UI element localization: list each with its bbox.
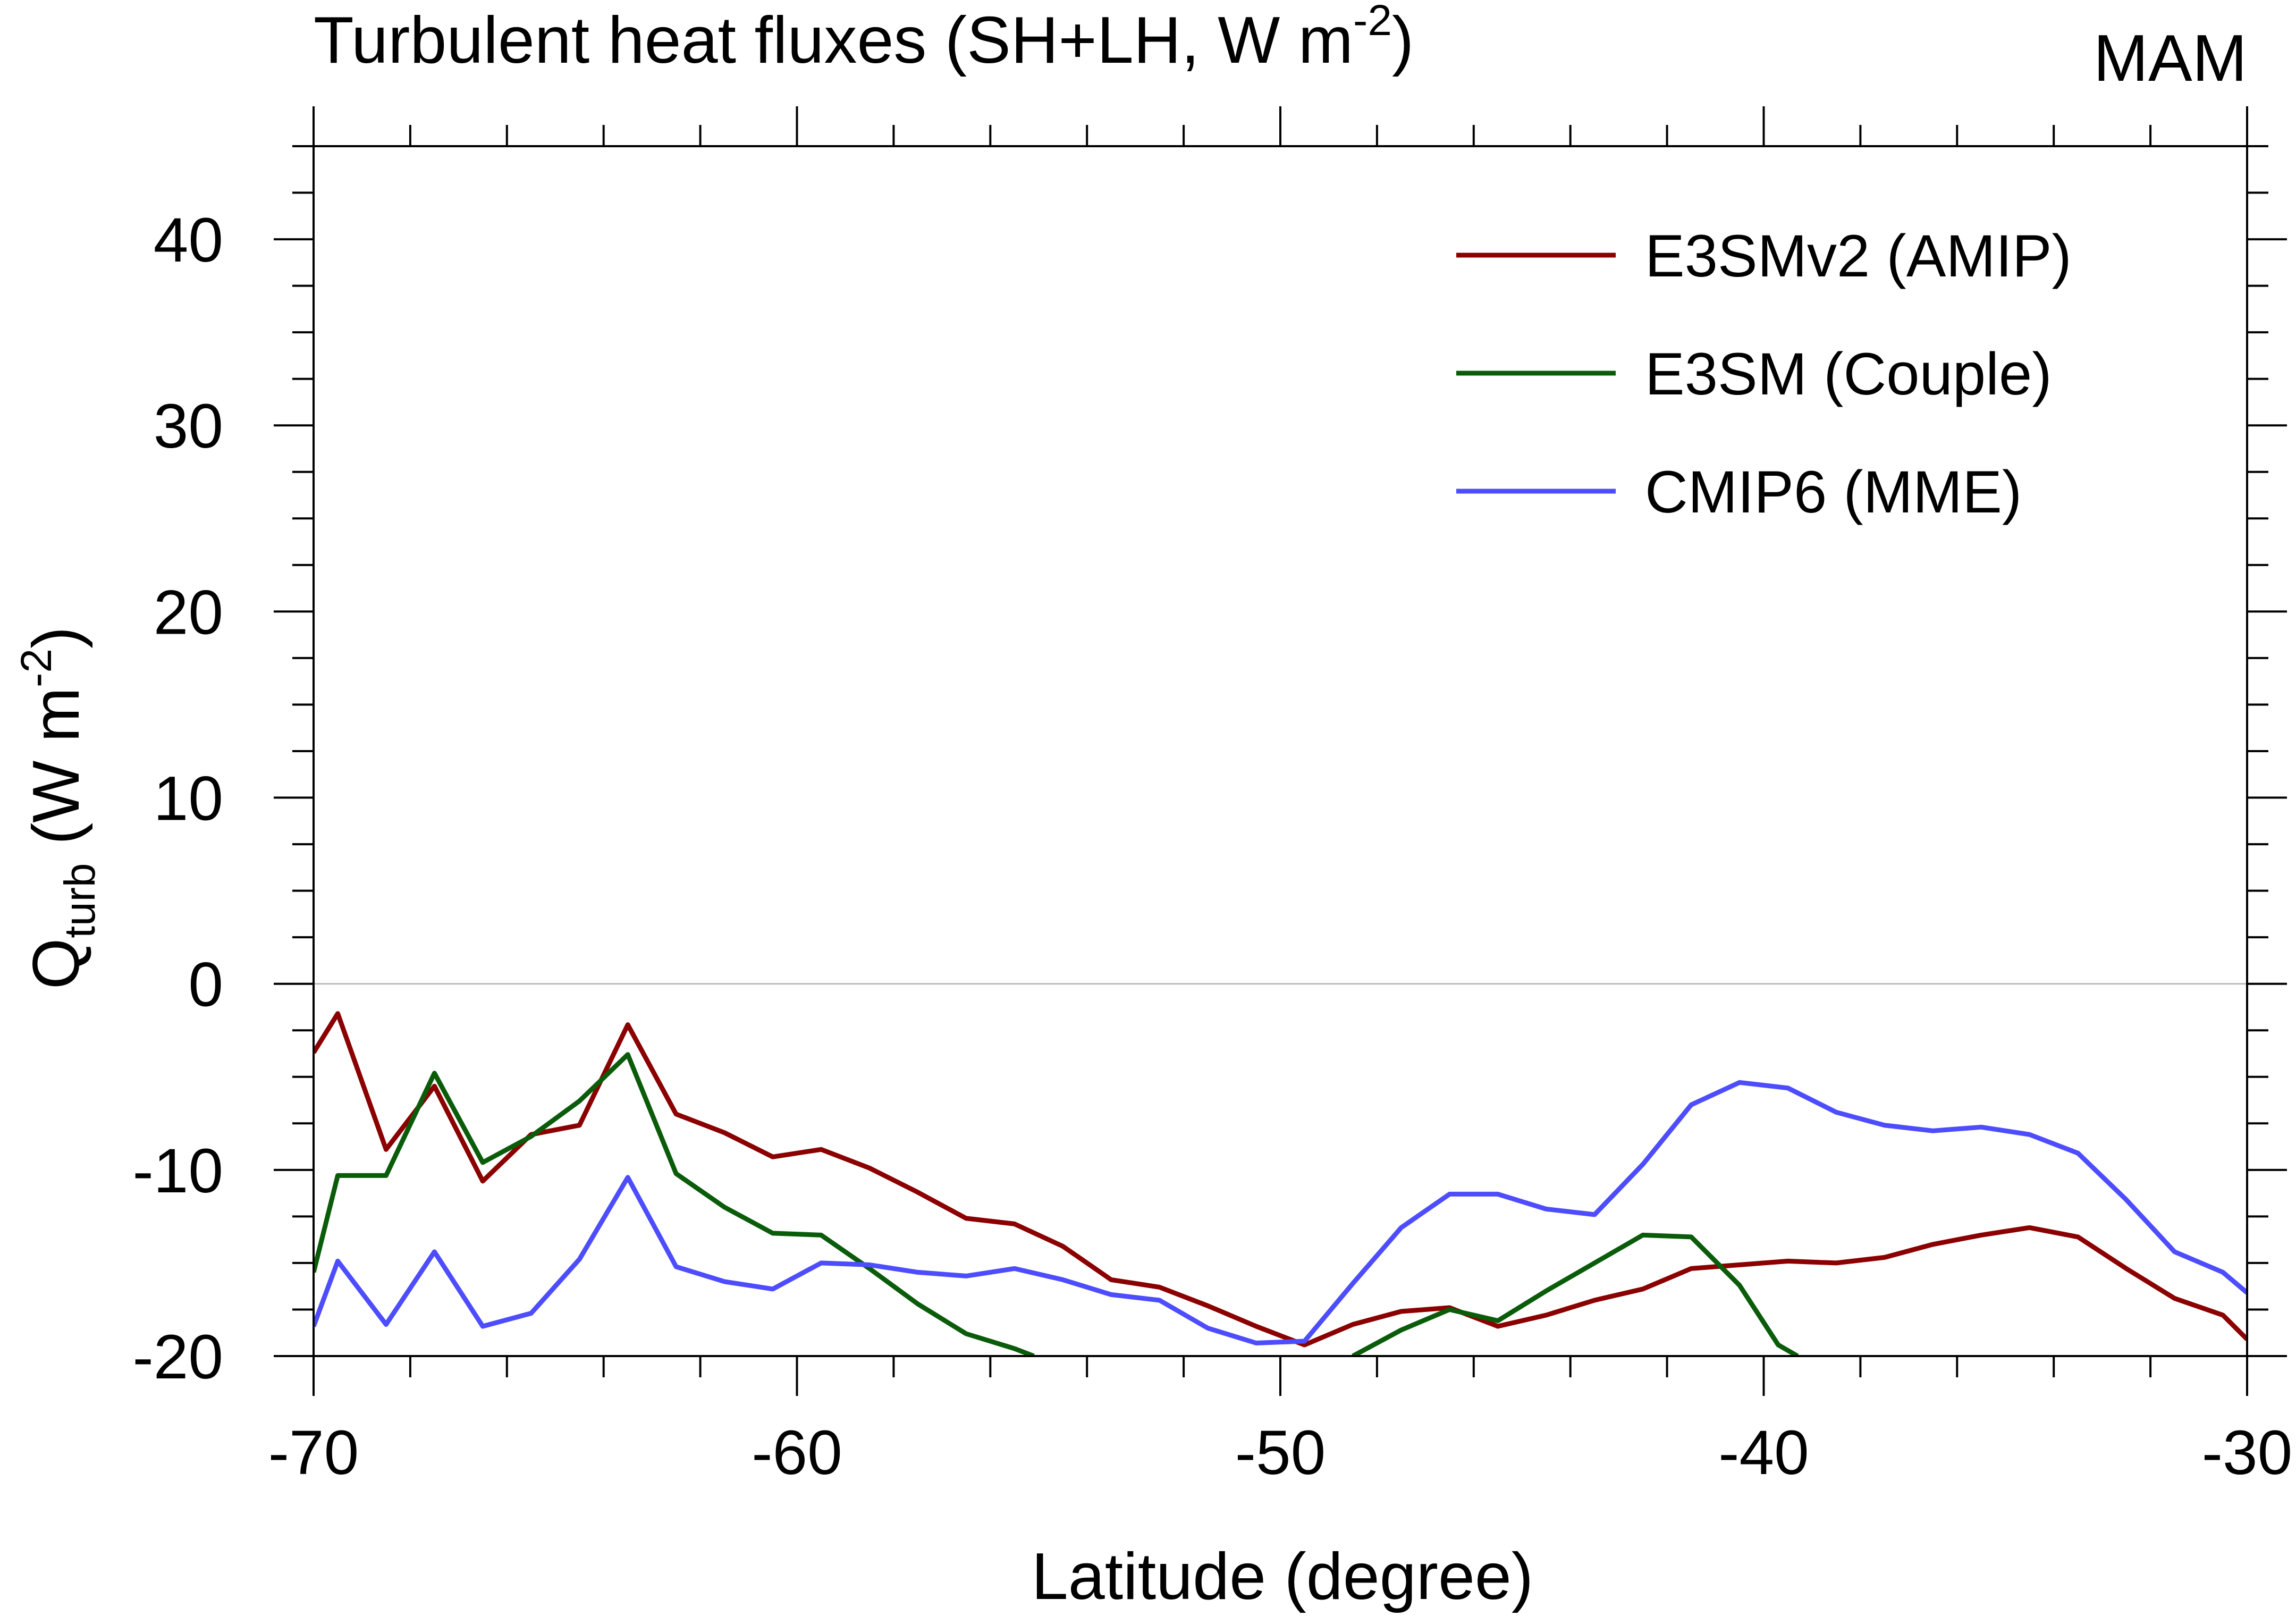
y-tick-label: 40	[154, 205, 223, 275]
chart-title-tail: )	[1392, 4, 1414, 77]
series-line-1	[314, 1011, 2247, 1348]
x-tick-label: -70	[268, 1418, 359, 1488]
legend-label-3: CMIP6 (MME)	[1645, 459, 2022, 525]
y-tick-label: 10	[154, 764, 223, 834]
y-tick-label: -20	[132, 1322, 223, 1392]
y-axis-label-unit: (W m	[20, 687, 93, 863]
legend-label-2: E3SM (Couple)	[1645, 341, 2052, 407]
y-tick-label: 0	[188, 950, 223, 1020]
y-tick-label: 30	[154, 391, 223, 461]
legend-label-1: E3SMv2 (AMIP)	[1645, 223, 2072, 289]
y-tick-label: 20	[154, 577, 223, 647]
y-axis-label-main: Q	[20, 938, 93, 989]
x-tick-label: -60	[752, 1418, 842, 1488]
x-tick-label: -40	[1718, 1418, 1809, 1488]
y-axis-label-superscript: -2	[12, 649, 61, 687]
chart-title: Turbulent heat fluxes (SH+LH, W m-2)	[314, 0, 1414, 77]
y-axis-label-tail: )	[20, 627, 93, 649]
x-tick-label: -50	[1235, 1418, 1326, 1488]
season-label: MAM	[2094, 22, 2247, 95]
x-tick-label: -30	[2202, 1418, 2293, 1488]
y-axis-label: Qturb (W m-2)	[12, 627, 104, 990]
y-axis-label-subscript: turb	[56, 863, 104, 938]
series-line-3	[314, 1080, 2247, 1345]
chart-title-superscript: -2	[1353, 0, 1392, 45]
plot-area: -70 -60 -50 -40 -30 -20 -10 0 10 20 30 40 E3SMv2 (AM…	[132, 106, 2292, 1488]
y-tick-label: -10	[132, 1136, 223, 1206]
series-line-2	[314, 1052, 1799, 1356]
chart-title-main: Turbulent heat fluxes (SH+LH, W m	[314, 4, 1353, 77]
x-axis-label: Latitude (degree)	[1032, 1540, 1533, 1613]
